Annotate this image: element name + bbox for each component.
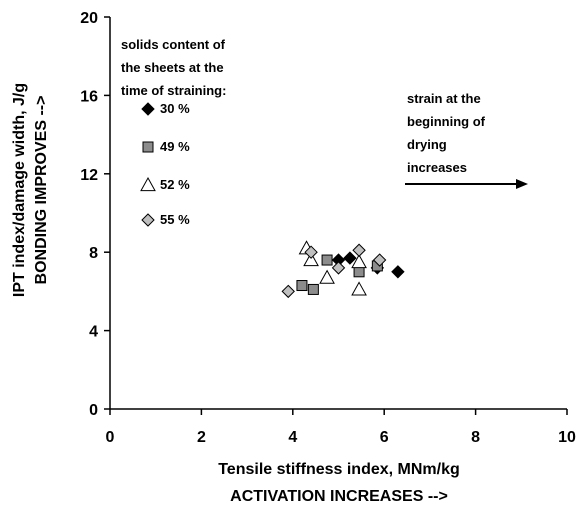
legend: solids content of the sheets at the time…	[121, 37, 226, 227]
y-tick-label: 12	[80, 167, 98, 184]
data-point	[296, 280, 308, 292]
ticks: 0 2 4 6 8 10 0 4 8 12 16 20	[80, 10, 576, 446]
data-point	[321, 254, 333, 266]
x-tick-label: 6	[380, 429, 389, 446]
data-point	[281, 284, 295, 299]
y-tick-label: 0	[89, 402, 98, 419]
x-axis-title: Tensile stiffness index, MNm/kg	[218, 461, 460, 478]
x-tick-label: 10	[558, 429, 576, 446]
data-point	[372, 253, 387, 267]
y-tick-label: 4	[89, 324, 98, 341]
data-point	[343, 251, 357, 265]
data-point	[352, 243, 366, 257]
legend-title-line-1: solids content of	[121, 37, 226, 52]
annotation-line-3: drying	[407, 137, 447, 152]
y-axis-subtitle: BONDING IMPROVES -->	[33, 96, 50, 285]
data-points	[281, 240, 405, 299]
legend-label: 52 %	[160, 177, 190, 192]
axes	[109, 17, 567, 410]
data-point	[304, 245, 318, 259]
y-axis-title: IPT index/damage width, J/g	[11, 83, 28, 297]
legend-items: 30 % 49 % 52 % 55 %	[140, 101, 190, 227]
y-tick-label: 8	[89, 245, 98, 262]
annotation-line-4: increases	[407, 160, 467, 175]
x-tick-label: 0	[106, 429, 115, 446]
data-point	[331, 261, 346, 275]
legend-marker	[141, 213, 155, 227]
data-point	[307, 283, 319, 295]
x-tick-label: 4	[288, 429, 297, 446]
data-point	[351, 281, 367, 296]
data-point	[353, 266, 365, 278]
annotation-arrow-head	[516, 179, 528, 189]
legend-label: 49 %	[160, 139, 190, 154]
y-tick-label: 20	[80, 10, 98, 27]
legend-title-line-3: time of straining:	[121, 83, 226, 98]
data-point	[303, 252, 319, 267]
legend-marker	[141, 102, 155, 116]
x-tick-label: 2	[197, 429, 206, 446]
x-axis-subtitle: ACTIVATION INCREASES -->	[230, 488, 448, 505]
annotation-line-2: beginning of	[407, 114, 486, 129]
legend-marker	[140, 176, 156, 192]
legend-label: 55 %	[160, 212, 190, 227]
legend-label: 30 %	[160, 101, 190, 116]
annotation-line-1: strain at the	[407, 91, 481, 106]
strain-annotation: strain at the beginning of drying increa…	[405, 91, 528, 189]
legend-title-line-2: the sheets at the	[121, 60, 224, 75]
legend-marker	[142, 141, 154, 153]
data-point	[319, 269, 335, 284]
x-tick-label: 8	[471, 429, 480, 446]
data-point	[391, 265, 405, 279]
y-tick-label: 16	[80, 88, 98, 105]
data-point	[351, 253, 367, 269]
